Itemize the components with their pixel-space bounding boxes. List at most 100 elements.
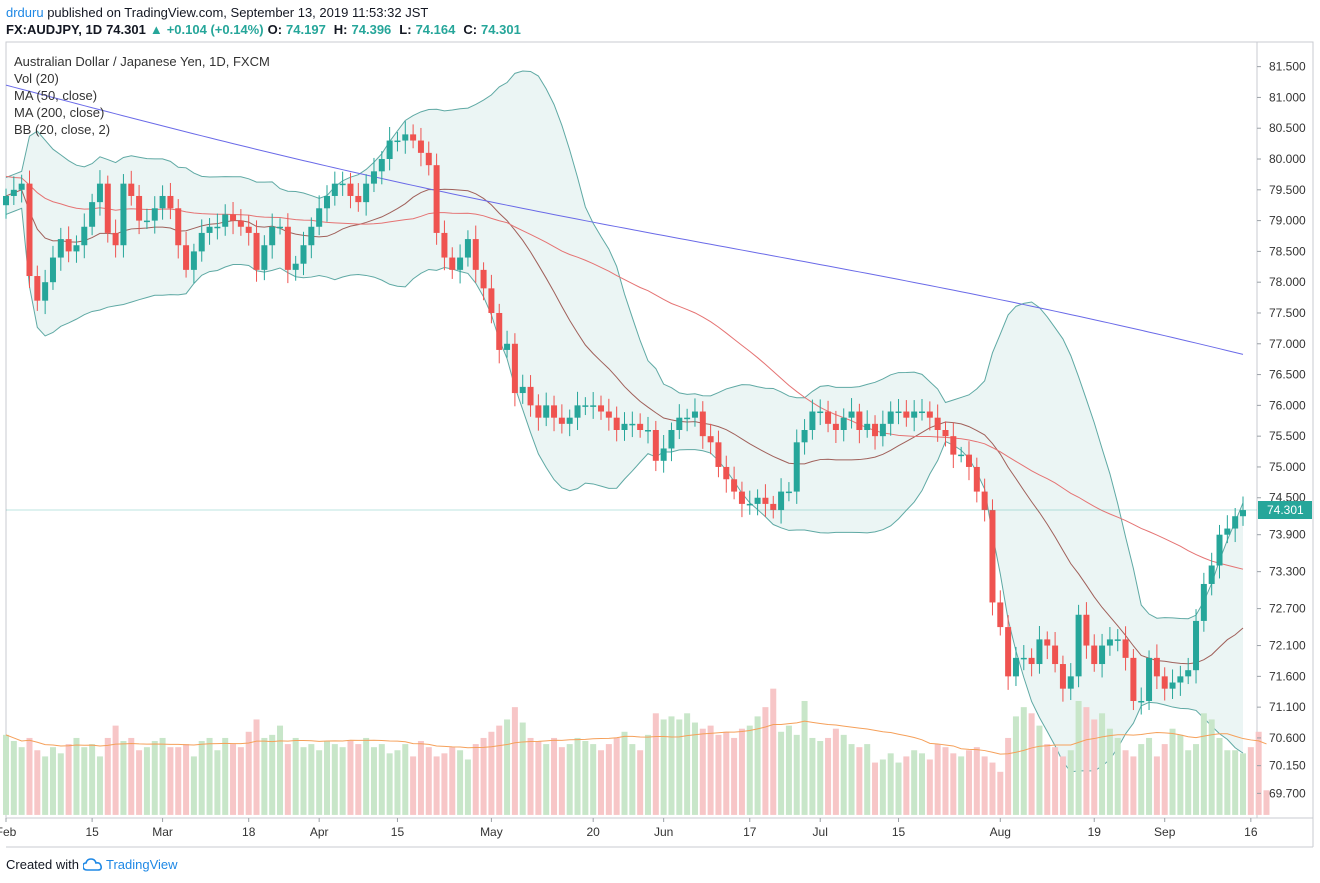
candle-body [339,183,346,186]
y-tick-label: 73.900 [1269,528,1306,542]
candle-body [919,411,926,414]
volume-bar [316,750,323,815]
candle-body [496,312,503,350]
volume-bar [441,753,448,815]
volume-bar [1216,737,1223,815]
volume-bar [973,747,980,815]
volume-bar [1028,713,1035,815]
volume-bar [699,728,706,815]
candle-body [1106,639,1113,646]
candle-body [269,226,276,246]
volume-bar [198,741,205,815]
volume-bar [136,750,143,815]
volume-bar [96,756,103,815]
volume-bar [1012,716,1019,815]
x-tick-label: 16 [1244,825,1258,839]
y-tick-label: 81.000 [1269,90,1306,104]
x-tick-label: 17 [743,825,757,839]
volume-bar [34,750,41,815]
candle-body [1169,682,1176,689]
candle-body [942,430,949,437]
legend-title: Australian Dollar / Japanese Yen, 1D, FX… [14,54,270,69]
volume-bar [605,744,612,815]
volume-bar [629,744,636,815]
candle-body [65,239,72,252]
y-tick-label: 75.000 [1269,460,1306,474]
candle-body [159,195,166,209]
y-tick-label: 72.700 [1269,602,1306,616]
candle-body [707,436,714,443]
candle-body [887,411,894,424]
candle-body [801,430,808,443]
volume-bar [644,734,651,815]
volume-bar [104,737,111,815]
candle-body [1208,565,1215,584]
volume-bar [926,759,933,815]
x-tick-label: May [480,825,503,839]
candle-body [245,226,252,233]
volume-bar [496,725,503,815]
volume-bar [347,741,354,815]
x-tick-label: 18 [242,825,256,839]
candle-body [1012,657,1019,677]
candle-body [1036,639,1043,665]
candle-body [1099,645,1106,665]
volume-bar [997,771,1004,815]
candle-body [1083,614,1090,646]
candle-body [3,195,9,206]
candle-body [770,503,777,511]
y-tick-label: 70.150 [1269,759,1306,773]
candle-body [292,263,299,270]
x-tick-label: Sep [1154,825,1176,839]
volume-bar [887,753,894,815]
candle-body [715,442,722,467]
candle-body [605,411,612,418]
volume-bar [1122,750,1129,815]
candle-body [284,226,291,270]
candle-body [300,245,307,264]
candle-body [958,454,965,457]
bollinger-lower [5,207,1244,773]
tradingview-logo[interactable]: TradingView [82,857,178,872]
cloud-icon [82,857,102,871]
volume-bar [363,737,370,815]
candle-body [128,183,135,196]
volume-bar [112,725,119,815]
volume-bar [402,744,409,815]
candle-body [89,202,96,227]
volume-bar [715,734,722,815]
volume-bar [143,747,150,815]
candle-body [621,423,628,430]
volume-bar [1224,750,1231,815]
candle-body [81,226,88,246]
volume-bar [18,747,25,815]
candle-body [856,411,863,430]
volume-bar [1247,747,1254,815]
legend-bb: BB (20, close, 2) [14,122,111,137]
candle-body [277,226,284,229]
y-tick-label: 79.000 [1269,214,1306,228]
legend-ma50: MA (50, close) [14,88,98,103]
y-tick-label: 71.100 [1269,700,1306,714]
volume-bar [277,725,284,815]
volume-bar [707,725,714,815]
volume-bar [1083,707,1090,815]
volume-bar [676,719,683,815]
candle-body [1193,620,1200,671]
y-tick-label: 72.100 [1269,639,1306,653]
y-tick-label: 71.600 [1269,669,1306,683]
legend-volume: Vol (20) [14,71,59,86]
candle-body [1200,583,1207,621]
candle-body [989,510,996,603]
publish-info: published on TradingView.com, September … [47,5,429,20]
volume-bar [261,737,268,815]
volume-bar [919,753,926,815]
volume-bar [81,747,88,815]
author-link[interactable]: drduru [6,5,44,20]
volume-bar [1185,750,1192,815]
candle-body [981,491,988,511]
candle-body [1052,645,1059,665]
volume-bar [49,747,56,815]
candle-body [762,497,769,504]
